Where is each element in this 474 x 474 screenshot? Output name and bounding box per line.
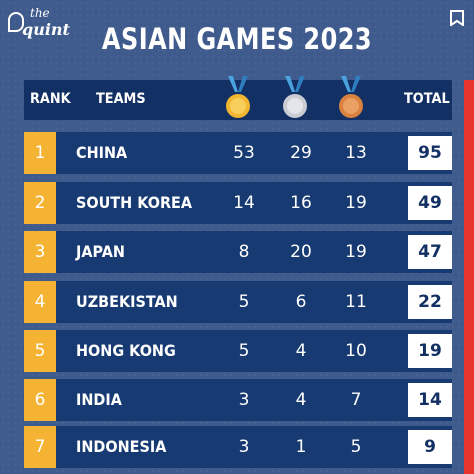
- team-name: SOUTH KOREA: [76, 193, 193, 212]
- team-name: CHINA: [76, 143, 128, 162]
- bronze-count: 11: [345, 292, 367, 312]
- table-row: 1 CHINA 53 29 13 95: [24, 132, 452, 174]
- gold-count: 3: [238, 390, 250, 410]
- total-count: 22: [408, 285, 452, 319]
- gold-count: 53: [233, 143, 255, 163]
- gold-count: 3: [238, 437, 250, 457]
- rank-badge: 2: [24, 182, 56, 224]
- silver-count: 16: [290, 193, 312, 213]
- team-name: INDONESIA: [76, 437, 167, 456]
- table-row: 4 UZBEKISTAN 5 6 11 22: [24, 281, 452, 323]
- header-rank: RANK: [30, 91, 71, 107]
- table-row: 6 INDIA 3 4 7 14: [24, 379, 452, 421]
- team-name: HONG KONG: [76, 341, 176, 360]
- header-teams: TEAMS: [96, 91, 146, 107]
- total-count: 14: [408, 383, 452, 417]
- gold-count: 5: [238, 341, 250, 361]
- gold-medal-icon: [226, 76, 250, 118]
- page-title: ASIAN GAMES 2023: [101, 22, 373, 56]
- bronze-count: 5: [350, 437, 362, 457]
- rank-badge: 5: [24, 330, 56, 372]
- rank-badge: 1: [24, 132, 56, 174]
- quint-logo-mark: [8, 12, 24, 32]
- table-row: 2 SOUTH KOREA 14 16 19 49: [24, 182, 452, 224]
- bronze-count: 13: [345, 143, 367, 163]
- rank-badge: 4: [24, 281, 56, 323]
- rank-badge: 6: [24, 379, 56, 421]
- silver-count: 4: [295, 390, 307, 410]
- bronze-medal-icon: [339, 76, 363, 118]
- total-count: 47: [408, 235, 452, 269]
- rank-badge: 3: [24, 231, 56, 273]
- total-count: 9: [408, 430, 452, 464]
- logo-text-quint: quint: [22, 20, 70, 39]
- table-row: 3 JAPAN 8 20 19 47: [24, 231, 452, 273]
- gold-count: 14: [233, 193, 255, 213]
- silver-count: 6: [295, 292, 307, 312]
- bookmark-icon[interactable]: [450, 10, 464, 26]
- team-name: INDIA: [76, 390, 122, 409]
- silver-count: 29: [290, 143, 312, 163]
- gold-count: 5: [238, 292, 250, 312]
- table-row: 7 INDONESIA 3 1 5 9: [24, 426, 452, 468]
- bronze-count: 7: [350, 390, 362, 410]
- team-name: UZBEKISTAN: [76, 292, 178, 311]
- gold-count: 8: [238, 242, 250, 262]
- total-count: 95: [408, 136, 452, 170]
- table-row: 5 HONG KONG 5 4 10 19: [24, 330, 452, 372]
- bronze-count: 10: [345, 341, 367, 361]
- silver-medal-icon: [283, 76, 307, 118]
- total-count: 19: [408, 334, 452, 368]
- silver-count: 20: [290, 242, 312, 262]
- table-header: RANK TEAMS TOTAL: [24, 76, 452, 120]
- bronze-count: 19: [345, 193, 367, 213]
- header-total: TOTAL: [404, 91, 450, 107]
- rank-badge: 7: [24, 426, 56, 468]
- team-name: JAPAN: [76, 242, 125, 261]
- logo-text-the: the: [30, 6, 50, 20]
- silver-count: 4: [295, 341, 307, 361]
- bronze-count: 19: [345, 242, 367, 262]
- side-accent-bar: [464, 80, 474, 474]
- total-count: 49: [408, 186, 452, 220]
- the-quint-logo: the quint: [8, 6, 70, 40]
- silver-count: 1: [295, 437, 307, 457]
